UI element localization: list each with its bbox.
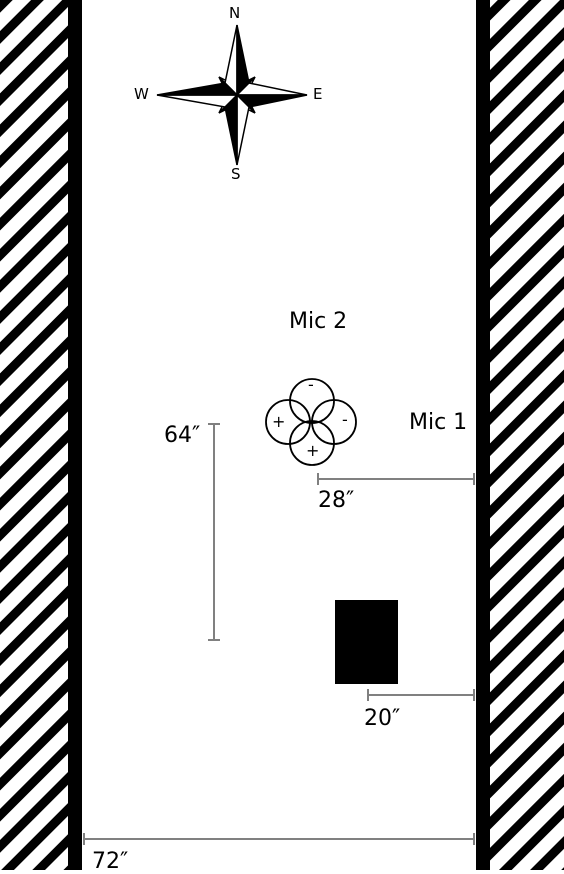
compass-east-label: E xyxy=(313,85,323,103)
dimension-28-label: 28″ xyxy=(318,488,355,513)
compass-west-label: W xyxy=(134,85,149,103)
dimension-72-line xyxy=(83,833,475,845)
compass-south-label: S xyxy=(231,165,241,183)
lobe-right-sign: - xyxy=(342,410,348,429)
lobe-left-sign: + xyxy=(272,412,286,431)
speaker-box xyxy=(335,600,398,684)
dimension-28-line xyxy=(317,473,475,485)
dimension-20-label: 20″ xyxy=(364,706,401,731)
lobe-bottom-sign: + xyxy=(306,441,320,460)
lobe-top-sign: - xyxy=(308,375,314,394)
right-wall xyxy=(476,0,564,870)
mic2-label: Mic 2 xyxy=(289,309,348,334)
compass-rose-icon xyxy=(156,24,308,166)
mic1-label: Mic 1 xyxy=(409,410,468,435)
dimension-72-label: 72″ xyxy=(92,849,129,874)
left-wall xyxy=(0,0,82,870)
dimension-64-line xyxy=(208,423,220,641)
mic2-pattern-icon xyxy=(265,378,357,466)
compass-north-label: N xyxy=(229,4,241,22)
dimension-64-label: 64″ xyxy=(164,423,201,448)
dimension-20-line xyxy=(367,689,475,701)
